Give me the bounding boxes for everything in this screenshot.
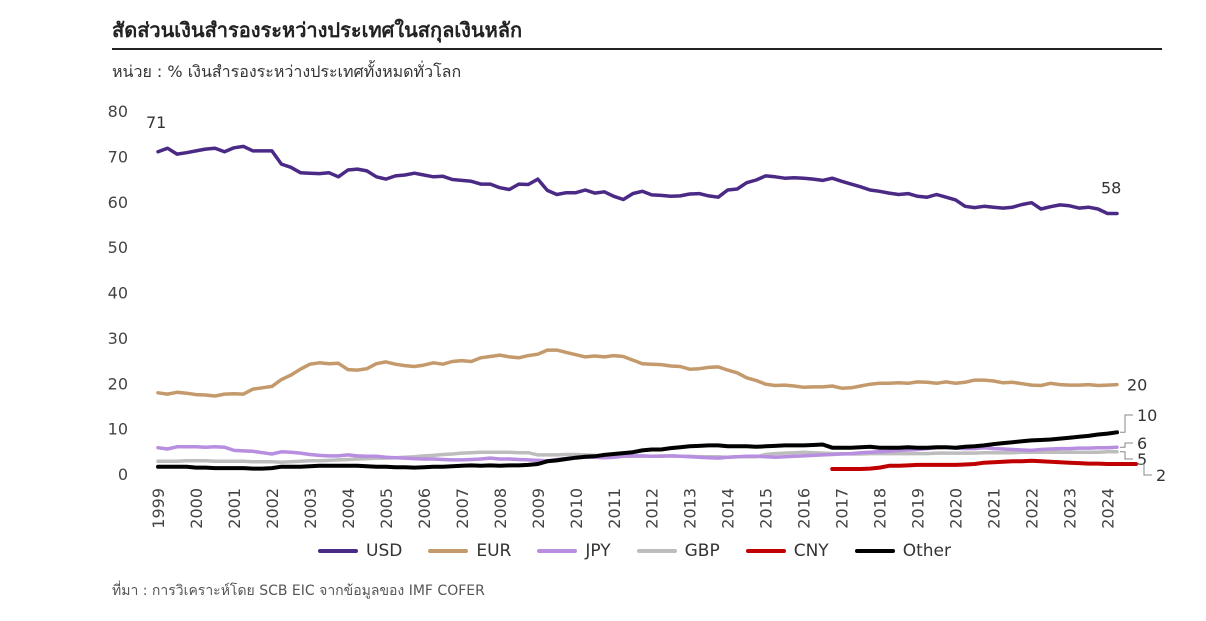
chart-title: สัดส่วนเงินสำรองระหว่างประเทศในสกุลเงินห… — [112, 18, 523, 42]
series-line-usd — [156, 144, 1119, 216]
x-tick-label: 2004 — [339, 488, 358, 529]
legend-item-gbp: GBP — [636, 541, 720, 561]
x-tick-label: 2007 — [453, 488, 472, 529]
legend-item-jpy: JPY — [537, 541, 611, 561]
legend-swatch — [428, 549, 469, 553]
legend-label: CNY — [793, 541, 829, 561]
callouts: 71 58 20 10 652 — [146, 113, 1166, 485]
y-tick-label: 10 — [108, 420, 128, 439]
start-label-usd: 71 — [146, 113, 166, 132]
series-line-cny — [830, 458, 1138, 471]
chart-subtitle: หน่วย : % เงินสำรองระหว่างประเทศทั้งหมดท… — [112, 62, 462, 81]
leader-line-other — [1120, 414, 1134, 433]
y-tick-label: 20 — [108, 374, 128, 393]
x-tick-label: 2015 — [757, 488, 776, 529]
x-tick-label: 2021 — [985, 488, 1004, 529]
x-tick-label: 2020 — [947, 488, 966, 529]
x-tick-label: 2024 — [1099, 488, 1118, 529]
end-label-jpy: 6 — [1137, 434, 1147, 453]
x-tick-label: 2012 — [643, 488, 662, 529]
x-tick-label: 1999 — [149, 488, 168, 529]
chart-legend: USD EUR JPY GBP CNY Other — [318, 541, 951, 561]
title-divider — [112, 48, 1162, 50]
y-tick-label: 80 — [108, 102, 128, 121]
y-tick-label: 50 — [108, 238, 128, 257]
leader-line-jpy — [1120, 442, 1134, 448]
legend-swatch — [854, 549, 895, 553]
legend-item-other: Other — [854, 541, 951, 561]
x-tick-label: 2010 — [567, 488, 586, 529]
x-tick-label: 2014 — [719, 488, 738, 529]
y-tick-label: 70 — [108, 147, 128, 166]
legend-item-usd: USD — [318, 541, 402, 561]
series-line-other — [156, 430, 1119, 471]
x-tick-label: 2013 — [681, 488, 700, 529]
x-axis: 1999 2000 2001 2002 2003 2004 2005 2006 2007 2008… — [149, 488, 1118, 529]
x-tick-label: 2022 — [1023, 488, 1042, 529]
y-tick-label: 30 — [108, 329, 128, 348]
x-tick-label: 2017 — [833, 488, 852, 529]
y-tick-label: 60 — [108, 193, 128, 212]
y-axis: 0 10 20 30 40 50 60 70 80 — [108, 102, 128, 484]
end-label-cny: 2 — [1156, 466, 1166, 485]
legend-label: JPY — [585, 541, 611, 561]
leader-line-gbp — [1120, 451, 1134, 460]
x-tick-label: 2009 — [529, 488, 548, 529]
x-tick-label: 2002 — [263, 488, 282, 529]
y-tick-label: 0 — [118, 465, 128, 484]
legend-swatch — [318, 549, 358, 553]
legend-item-cny: CNY — [745, 541, 829, 561]
leader-line-cny — [1139, 463, 1152, 476]
legend-swatch — [636, 549, 677, 553]
x-tick-label: 2023 — [1061, 488, 1080, 529]
legend-label: Other — [902, 541, 951, 561]
legend-item-eur: EUR — [428, 541, 511, 561]
x-tick-label: 2006 — [415, 488, 434, 529]
y-tick-label: 40 — [108, 284, 128, 303]
legend-label: USD — [366, 541, 403, 561]
x-tick-label: 2018 — [871, 488, 890, 529]
series-line-eur — [156, 348, 1119, 398]
end-label-eur: 20 — [1127, 376, 1147, 395]
x-tick-label: 2003 — [301, 488, 320, 529]
x-tick-label: 2001 — [225, 488, 244, 529]
legend-swatch — [745, 549, 786, 553]
x-tick-label: 2016 — [795, 488, 814, 529]
end-label-usd: 58 — [1101, 179, 1121, 198]
x-tick-label: 2011 — [605, 488, 624, 529]
end-label-gbp: 5 — [1137, 450, 1147, 469]
legend-swatch — [537, 549, 578, 553]
x-tick-label: 2019 — [909, 488, 928, 529]
x-tick-label: 2005 — [377, 488, 396, 529]
x-tick-label: 2000 — [187, 488, 206, 529]
x-tick-label: 2008 — [491, 488, 510, 529]
legend-label: EUR — [476, 541, 512, 561]
source-note: ที่มา : การวิเคราะห์โดย SCB EIC จากข้อมู… — [112, 583, 485, 599]
series-lines — [156, 144, 1138, 471]
legend-label: GBP — [684, 541, 720, 561]
end-label-other: 10 — [1137, 406, 1157, 425]
